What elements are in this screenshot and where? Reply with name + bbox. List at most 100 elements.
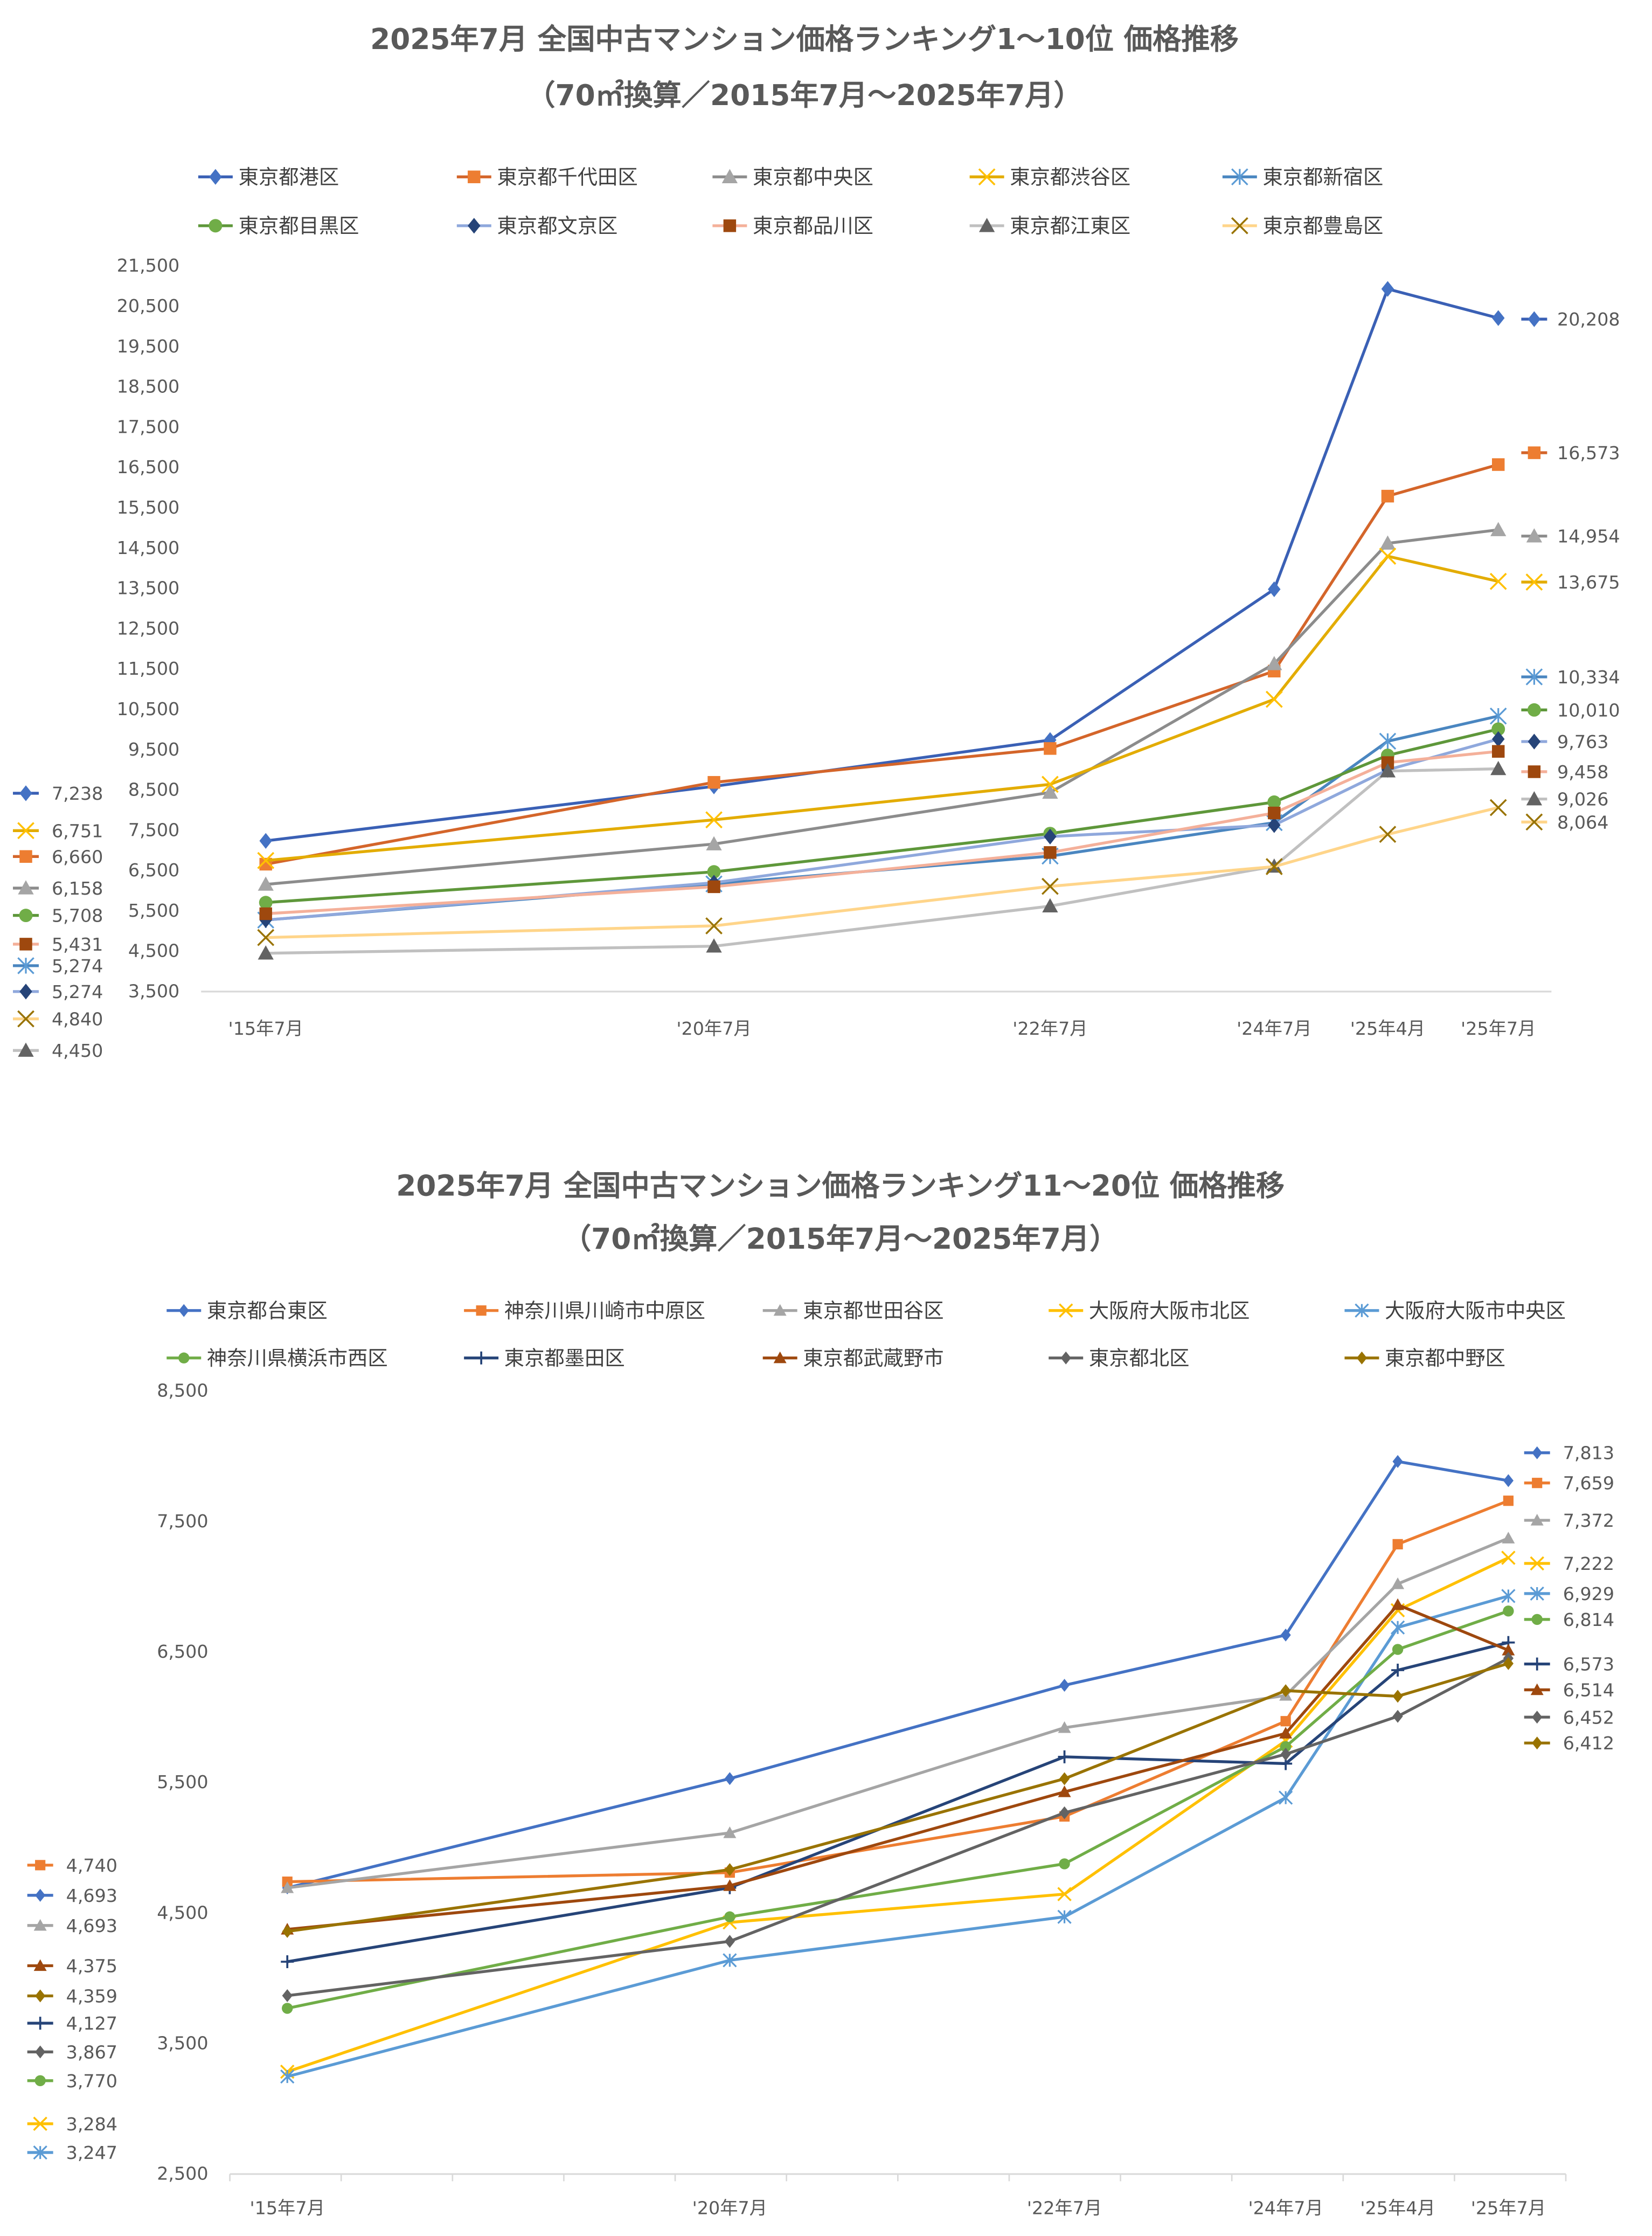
series-line bbox=[266, 737, 1499, 922]
start-value-text: 5,708 bbox=[52, 905, 103, 926]
asterisk-marker bbox=[33, 2145, 47, 2160]
start-value-label: 5,431 bbox=[12, 934, 103, 955]
diamond-marker bbox=[1381, 281, 1394, 297]
square-marker bbox=[1280, 1716, 1291, 1727]
square-marker bbox=[723, 219, 737, 232]
end-value-label: 9,458 bbox=[1521, 762, 1608, 783]
triangle-marker bbox=[33, 1959, 47, 1971]
y-tick-label: 17,500 bbox=[117, 416, 180, 437]
chart-top-11-20: 2025年7月 全国中古マンション価格ランキング11～20位 価格推移 （70㎡… bbox=[27, 1169, 1614, 2219]
legend-item: 神奈川県横浜市西区 bbox=[166, 1346, 388, 1370]
triangle-marker bbox=[1502, 1644, 1515, 1656]
triangle-marker bbox=[33, 1919, 47, 1931]
circle-marker bbox=[1531, 1614, 1543, 1625]
triangle-marker bbox=[1279, 1727, 1293, 1739]
square-marker bbox=[707, 880, 720, 894]
diamond-marker bbox=[35, 1989, 46, 2003]
x-marker bbox=[705, 811, 723, 829]
diamond-marker bbox=[1044, 828, 1057, 844]
end-value-label: 10,010 bbox=[1521, 700, 1620, 721]
legend-item: 神奈川県川崎市中原区 bbox=[464, 1299, 705, 1323]
series-line bbox=[266, 728, 1499, 904]
diamond-marker bbox=[1280, 1748, 1291, 1761]
legend-item: 東京都江東区 bbox=[969, 214, 1130, 238]
diamond-marker bbox=[1268, 817, 1281, 833]
start-value-text: 6,751 bbox=[52, 820, 103, 841]
diamond-marker bbox=[1280, 1684, 1291, 1698]
end-value-text: 6,573 bbox=[1563, 1654, 1614, 1675]
asterisk-marker bbox=[1355, 1303, 1369, 1318]
x-tick-label: '25年7月 bbox=[1471, 2198, 1546, 2219]
start-value-text: 4,840 bbox=[52, 1009, 103, 1030]
legend-label: 東京都目黒区 bbox=[239, 214, 359, 238]
diamond-marker bbox=[1528, 733, 1541, 750]
end-value-text: 7,372 bbox=[1563, 1510, 1614, 1531]
legend-item: 東京都品川区 bbox=[712, 214, 873, 238]
start-value-text: 6,660 bbox=[52, 846, 103, 867]
start-value-text: 4,127 bbox=[66, 2013, 117, 2034]
start-value-text: 5,431 bbox=[52, 934, 103, 955]
legend-item: 東京都墨田区 bbox=[464, 1346, 625, 1370]
series-line bbox=[265, 555, 1499, 862]
circle-marker bbox=[1491, 722, 1505, 736]
series-5 bbox=[280, 1589, 1516, 2084]
x-marker bbox=[1059, 1303, 1073, 1318]
legend-item: 東京都港区 bbox=[198, 165, 339, 189]
x-marker bbox=[1379, 826, 1397, 843]
y-tick-label: 7,500 bbox=[157, 1511, 208, 1532]
asterisk-marker bbox=[1379, 732, 1397, 750]
triangle-marker bbox=[1526, 791, 1543, 806]
square-marker bbox=[1528, 446, 1541, 459]
legend-item: 東京都目黒区 bbox=[198, 214, 359, 238]
start-value-label: 4,375 bbox=[27, 1955, 117, 1976]
series-line bbox=[287, 1499, 1509, 1884]
triangle-marker bbox=[723, 1879, 737, 1891]
end-value-text: 9,458 bbox=[1557, 762, 1608, 783]
square-marker bbox=[1491, 458, 1505, 471]
start-value-text: 4,740 bbox=[66, 1855, 117, 1876]
y-tick-label: 18,500 bbox=[117, 376, 180, 397]
series-6 bbox=[282, 1605, 1514, 2014]
asterisk-marker bbox=[1390, 1620, 1405, 1635]
circle-marker bbox=[1392, 1644, 1404, 1655]
square-marker bbox=[476, 1305, 487, 1316]
triangle-marker bbox=[1530, 1683, 1544, 1695]
x-marker bbox=[1525, 573, 1543, 591]
end-value-text: 9,763 bbox=[1557, 731, 1608, 752]
end-value-text: 6,929 bbox=[1563, 1583, 1614, 1604]
legend-label: 東京都渋谷区 bbox=[1010, 165, 1130, 189]
plus-marker bbox=[1391, 1664, 1405, 1677]
square-marker bbox=[1532, 1478, 1543, 1489]
end-value-label: 6,573 bbox=[1524, 1654, 1614, 1675]
x-marker bbox=[1231, 217, 1248, 234]
x-marker bbox=[1501, 1550, 1516, 1565]
end-value-text: 6,514 bbox=[1563, 1680, 1614, 1701]
series-7 bbox=[281, 1636, 1515, 1969]
start-value-label: 4,450 bbox=[12, 1040, 103, 1061]
diamond-marker bbox=[1532, 1711, 1543, 1724]
x-marker bbox=[1042, 877, 1059, 895]
plus-marker bbox=[33, 2017, 47, 2030]
y-tick-label: 2,500 bbox=[157, 2163, 208, 2184]
diamond-marker bbox=[282, 1925, 293, 1938]
x-marker bbox=[257, 929, 275, 946]
triangle-marker bbox=[1490, 760, 1507, 776]
end-value-label: 6,514 bbox=[1524, 1680, 1614, 1701]
square-marker bbox=[1491, 745, 1505, 758]
triangle-marker bbox=[773, 1304, 787, 1316]
triangle-marker bbox=[1058, 1785, 1071, 1797]
y-tick-label: 13,500 bbox=[117, 578, 180, 599]
triangle-marker bbox=[1391, 1598, 1405, 1610]
diamond-marker bbox=[1392, 1690, 1403, 1703]
square-marker bbox=[1528, 765, 1541, 778]
y-tick-label: 10,500 bbox=[117, 698, 180, 719]
diamond-marker bbox=[1060, 1351, 1071, 1365]
end-value-text: 20,208 bbox=[1557, 309, 1620, 330]
diamond-marker bbox=[35, 2045, 46, 2059]
diamond-marker bbox=[1059, 1772, 1070, 1785]
start-value-text: 7,238 bbox=[52, 783, 103, 804]
legend-label: 東京都世田谷区 bbox=[803, 1299, 943, 1323]
series-line bbox=[287, 1657, 1509, 1997]
legend-label: 東京都港区 bbox=[239, 165, 339, 189]
triangle-marker bbox=[18, 1042, 34, 1057]
